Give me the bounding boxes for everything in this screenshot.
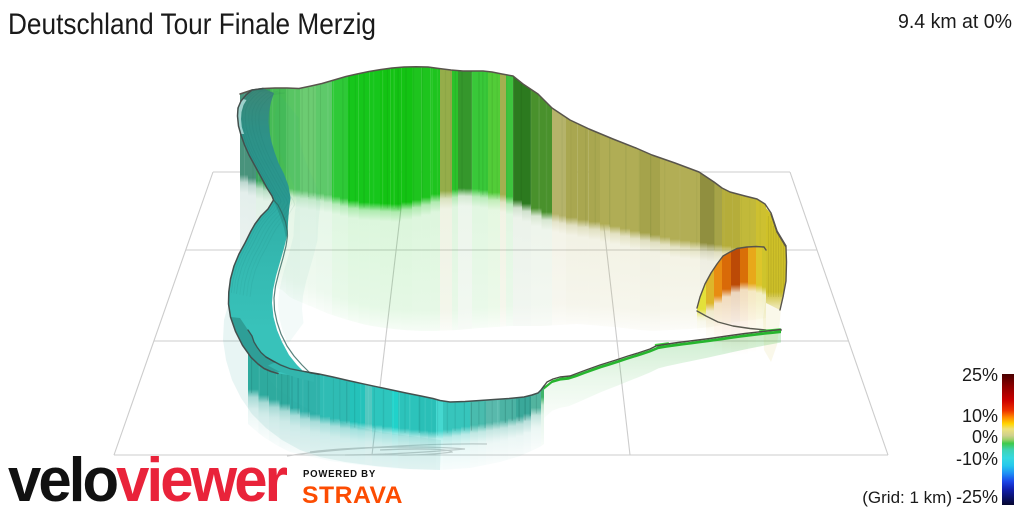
- svg-text:0%: 0%: [972, 427, 998, 447]
- svg-text:25%: 25%: [962, 365, 998, 385]
- svg-text:veloviewer: veloviewer: [8, 446, 288, 512]
- svg-text:STRAVA: STRAVA: [302, 482, 403, 509]
- svg-text:(Grid: 1 km): (Grid: 1 km): [862, 488, 952, 507]
- svg-text:POWERED BY: POWERED BY: [303, 469, 376, 480]
- svg-text:-25%: -25%: [956, 487, 998, 507]
- svg-text:-10%: -10%: [956, 449, 998, 469]
- svg-text:9.4 km at 0%: 9.4 km at 0%: [898, 11, 1012, 33]
- svg-text:Deutschland Tour Finale Merzig: Deutschland Tour Finale Merzig: [8, 8, 376, 41]
- svg-text:10%: 10%: [962, 406, 998, 426]
